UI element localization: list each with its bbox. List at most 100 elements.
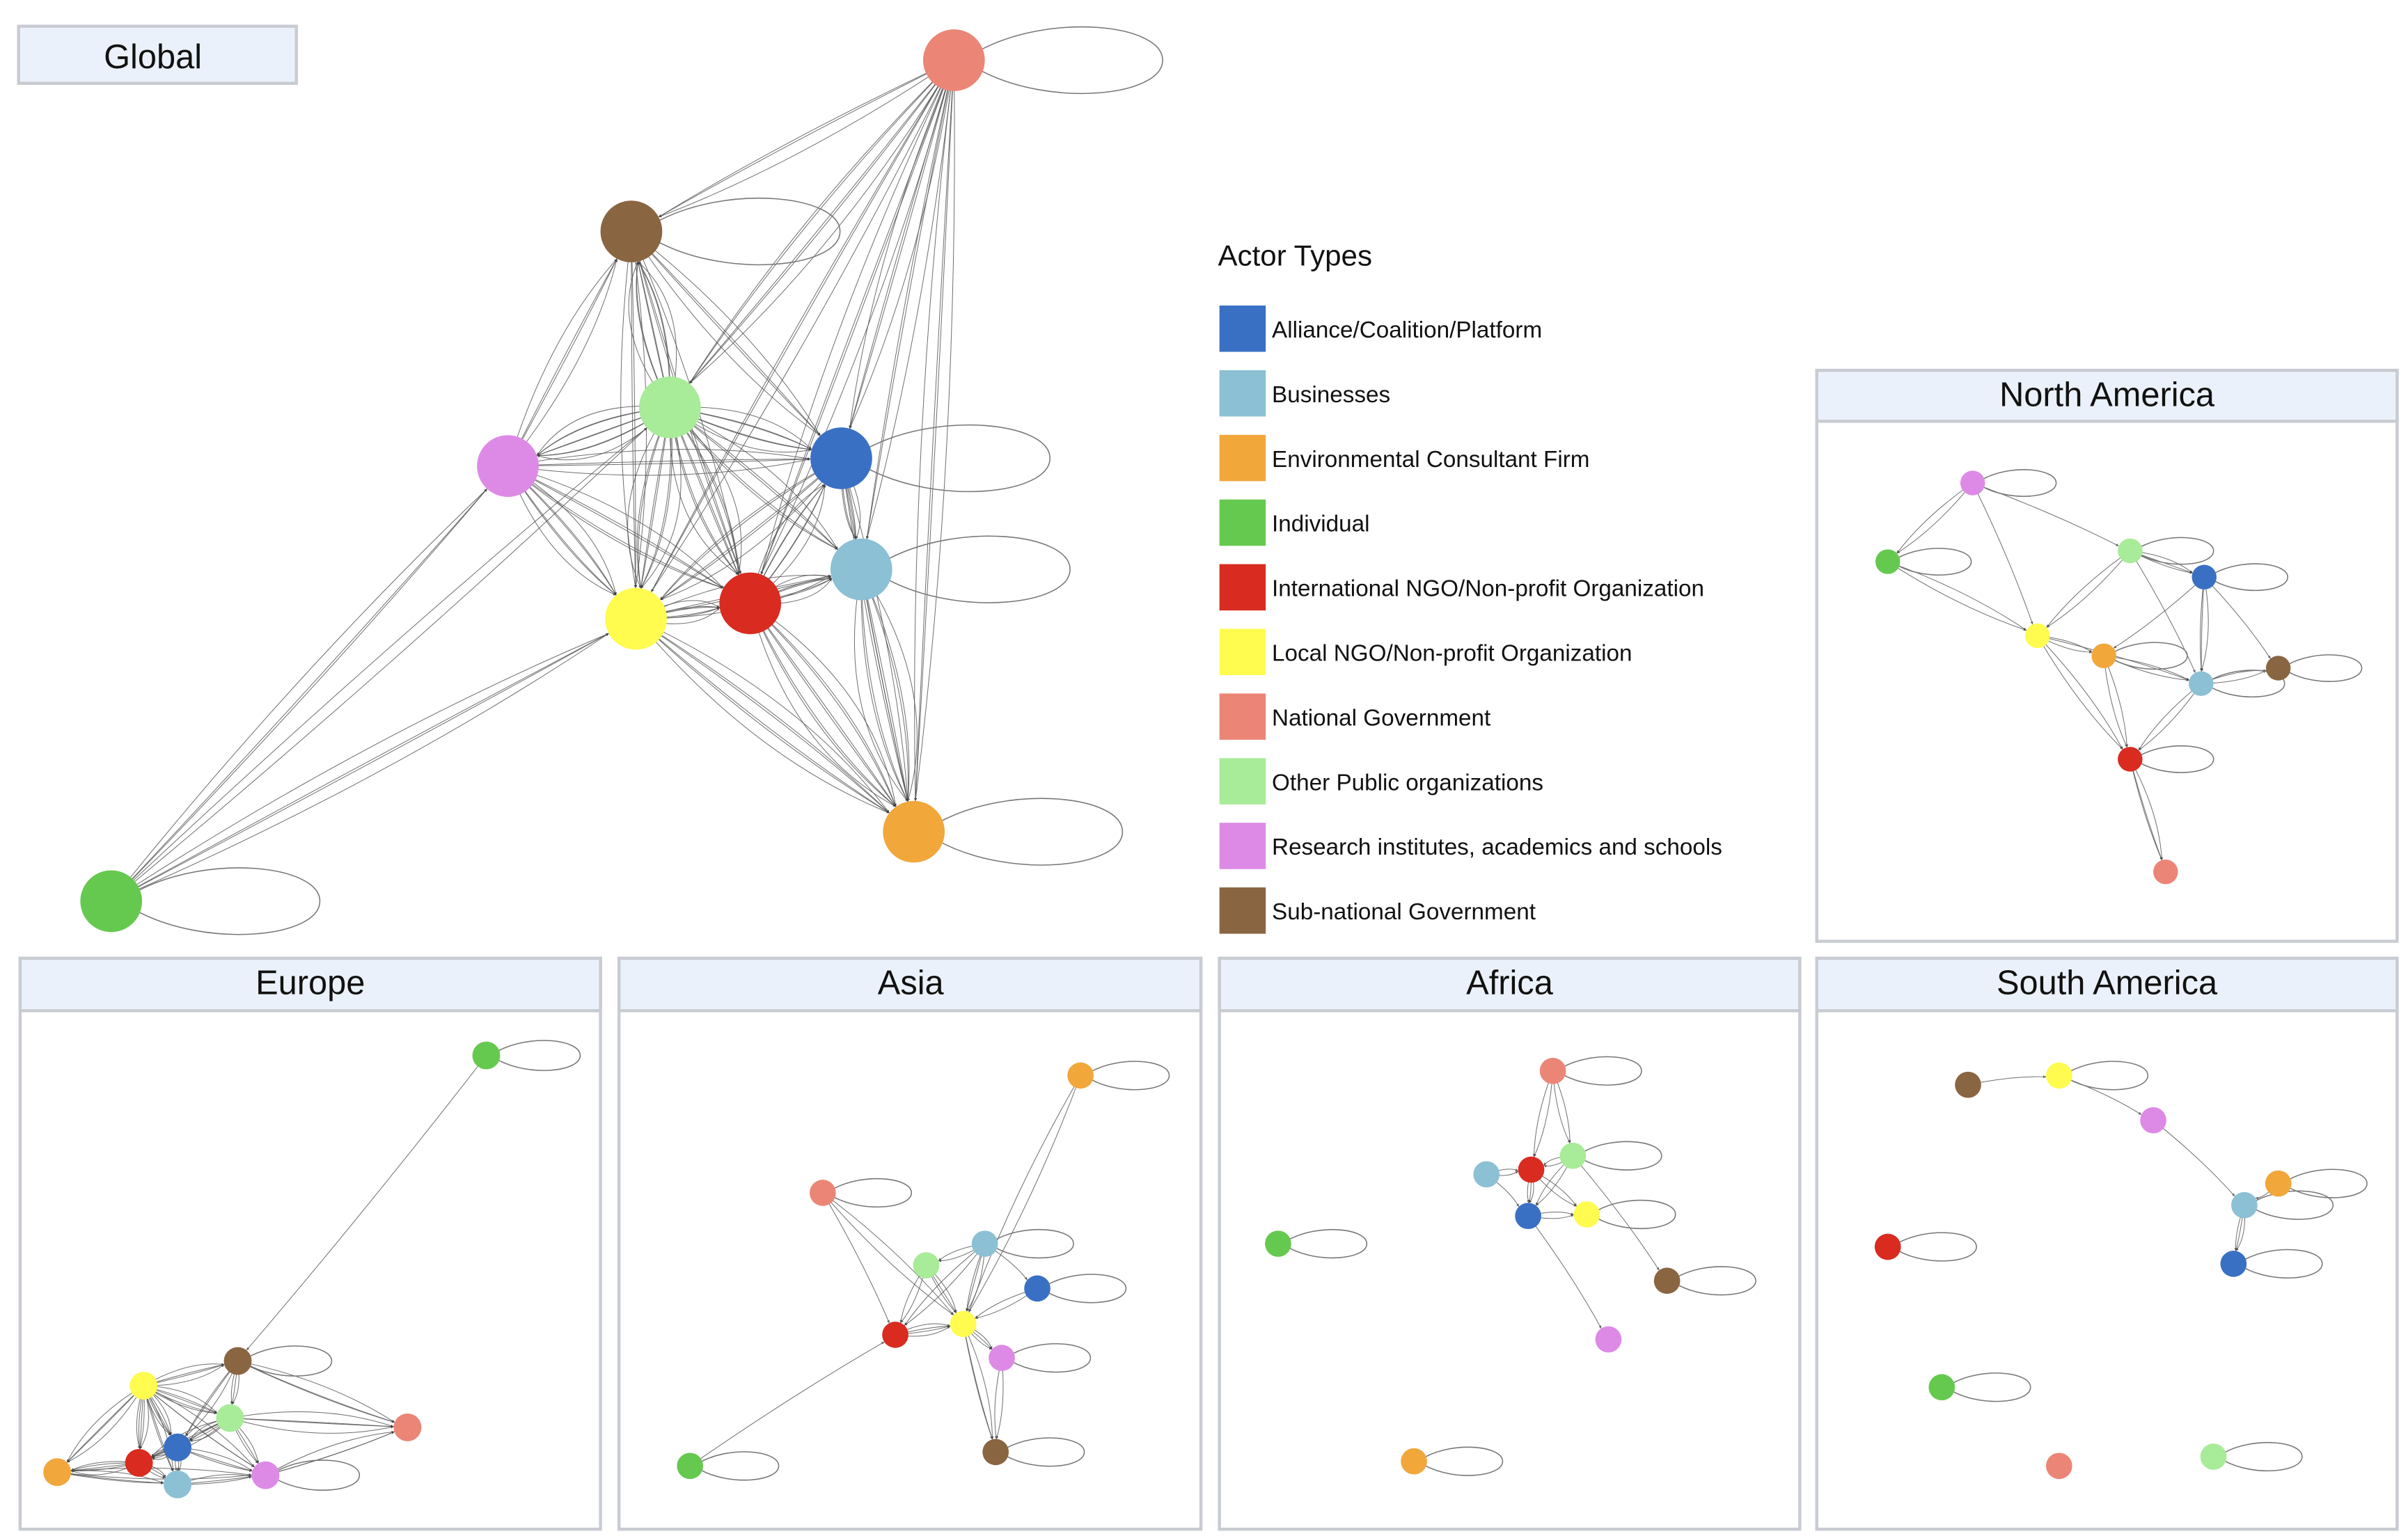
node-alliance[interactable]	[810, 427, 872, 489]
node-businesses[interactable]	[164, 1470, 192, 1498]
self-loop-individual	[700, 1451, 780, 1481]
node-research[interactable]	[251, 1461, 280, 1489]
node-subnat[interactable]	[223, 1347, 252, 1375]
node-businesses[interactable]	[971, 1230, 998, 1257]
node-alliance[interactable]	[2220, 1251, 2247, 1277]
node-subnat[interactable]	[2265, 656, 2291, 681]
node-env[interactable]	[2091, 643, 2116, 669]
node-env[interactable]	[43, 1458, 72, 1487]
node-alliance[interactable]	[164, 1433, 192, 1462]
panel-north-america: North America	[1815, 368, 2399, 943]
legend-item-individual: Individual	[1219, 499, 1370, 546]
node-intl_ngo[interactable]	[2118, 747, 2143, 772]
node-research[interactable]	[477, 435, 539, 497]
node-individual[interactable]	[80, 870, 143, 933]
node-research[interactable]	[1595, 1326, 1622, 1353]
node-natgov[interactable]	[922, 29, 985, 91]
edge-natgov-local_ngo	[822, 1192, 954, 1315]
node-natgov[interactable]	[2045, 1452, 2072, 1480]
node-businesses[interactable]	[2189, 671, 2214, 696]
edge-natgov-intl_ngo	[822, 1192, 890, 1324]
edge-otherpub-subnat	[1573, 1155, 1660, 1271]
node-local_ngo[interactable]	[2045, 1062, 2072, 1089]
edge-natgov-otherpub	[689, 60, 954, 384]
node-local_ngo[interactable]	[2025, 623, 2050, 649]
legend-swatch	[1219, 564, 1266, 611]
node-individual[interactable]	[472, 1041, 501, 1070]
edge-intl_ngo-env	[750, 603, 897, 807]
node-env[interactable]	[1067, 1062, 1094, 1089]
self-loop-individual	[497, 1040, 581, 1071]
node-intl_ngo[interactable]	[719, 572, 781, 635]
node-local_ngo[interactable]	[605, 587, 667, 650]
edge-natgov-env	[914, 60, 954, 801]
node-individual[interactable]	[1928, 1374, 1955, 1401]
edge-otherpub-businesses	[670, 406, 838, 550]
nodes	[677, 1062, 1094, 1480]
self-loop-env	[1424, 1446, 1504, 1476]
legend-item-alliance: Alliance/Coalition/Platform	[1219, 306, 1542, 352]
node-alliance[interactable]	[1024, 1275, 1050, 1302]
node-natgov[interactable]	[1539, 1057, 1566, 1084]
self-loop-individual	[1288, 1228, 1368, 1259]
node-businesses[interactable]	[2231, 1191, 2258, 1219]
node-otherpub[interactable]	[2200, 1443, 2227, 1470]
node-subnat[interactable]	[600, 200, 663, 262]
node-individual[interactable]	[677, 1452, 704, 1480]
node-businesses[interactable]	[1473, 1161, 1500, 1188]
node-local_ngo[interactable]	[129, 1372, 158, 1400]
edge-individual-research	[111, 489, 488, 902]
node-intl_ngo[interactable]	[1874, 1233, 1901, 1260]
self-loop-subnat	[249, 1345, 333, 1377]
edge-otherpub-local_ngo	[2046, 551, 2131, 628]
edge-research-alliance	[507, 458, 811, 476]
self-loop-subnat	[1677, 1266, 1756, 1296]
node-intl_ngo[interactable]	[882, 1322, 908, 1348]
node-natgov[interactable]	[810, 1180, 836, 1206]
node-natgov[interactable]	[393, 1413, 422, 1441]
node-natgov[interactable]	[2153, 859, 2178, 885]
node-otherpub[interactable]	[216, 1404, 244, 1432]
node-otherpub[interactable]	[1559, 1142, 1587, 1169]
node-intl_ngo[interactable]	[1518, 1156, 1545, 1183]
node-subnat[interactable]	[1955, 1071, 1981, 1098]
node-research[interactable]	[1960, 470, 1985, 496]
edge-intl_ngo-natgov	[2130, 759, 2162, 860]
self-loop-local_ngo	[2069, 1061, 2149, 1091]
edge-local_ngo-subnat	[963, 1324, 994, 1440]
node-research[interactable]	[2140, 1107, 2166, 1134]
node-research[interactable]	[989, 1345, 1015, 1371]
edge-individual-research	[111, 489, 488, 902]
edge-alliance-local_ngo	[660, 458, 842, 601]
node-env[interactable]	[883, 800, 945, 863]
node-otherpub[interactable]	[639, 376, 701, 438]
self-loop-otherpub	[1583, 1141, 1662, 1171]
edge-alliance-env	[840, 458, 909, 802]
edge-local_ngo-env	[66, 1385, 144, 1463]
edge-intl_ngo-env	[750, 603, 897, 807]
node-individual[interactable]	[1265, 1230, 1291, 1257]
node-otherpub[interactable]	[2118, 538, 2143, 564]
edge-subnat-local_ngo	[631, 231, 637, 588]
node-intl_ngo[interactable]	[125, 1448, 153, 1477]
legend-swatch	[1219, 887, 1266, 934]
node-alliance[interactable]	[1515, 1203, 1541, 1229]
node-businesses[interactable]	[830, 538, 892, 601]
node-local_ngo[interactable]	[950, 1311, 977, 1338]
self-loop-alliance	[865, 424, 1050, 493]
legend-item-local_ngo: Local NGO/Non-profit Organization	[1219, 628, 1632, 676]
node-individual[interactable]	[1875, 549, 1901, 574]
edge-individual-local_ngo	[1887, 561, 2027, 631]
node-env[interactable]	[1401, 1448, 1427, 1475]
node-env[interactable]	[2265, 1170, 2292, 1197]
global-network	[80, 26, 1163, 935]
edge-local_ngo-businesses	[2037, 635, 2189, 681]
self-loop-research	[1012, 1343, 1092, 1373]
node-local_ngo[interactable]	[1573, 1201, 1600, 1228]
node-alliance[interactable]	[2191, 564, 2217, 589]
node-otherpub[interactable]	[913, 1252, 940, 1278]
node-subnat[interactable]	[982, 1439, 1009, 1466]
node-subnat[interactable]	[1653, 1267, 1681, 1294]
edge-businesses-env	[860, 569, 910, 802]
